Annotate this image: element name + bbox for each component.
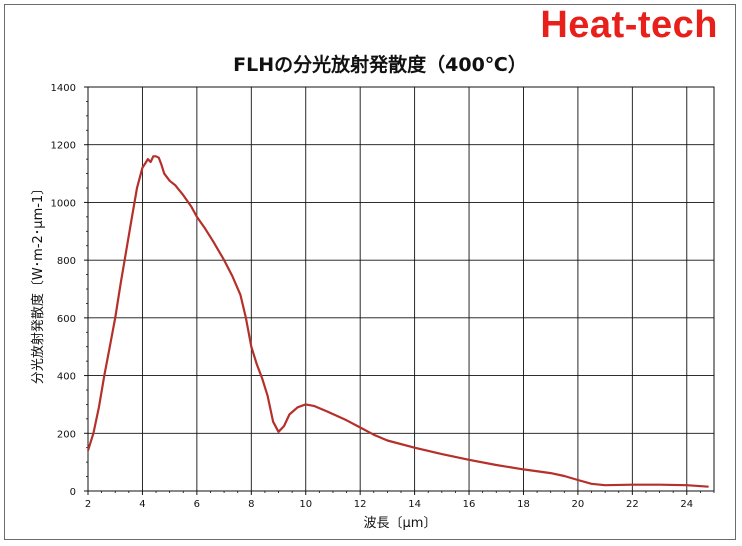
- x-tick-label: 16: [463, 499, 476, 510]
- x-tick-label: 18: [517, 499, 530, 510]
- y-tick-label: 800: [57, 256, 76, 267]
- y-axis-label: 分光放射発散度〔W･m-2･μm-1〕: [30, 182, 46, 384]
- x-axis-label: 波長〔μm〕: [364, 516, 437, 531]
- x-tick-label: 22: [626, 499, 639, 510]
- y-tick-label: 600: [57, 314, 76, 325]
- plot-area: [87, 86, 715, 492]
- x-tick-label: 12: [354, 499, 367, 510]
- x-tick-label: 8: [248, 499, 254, 510]
- chart-frame: [4, 4, 736, 540]
- y-tick-label: 1000: [51, 198, 76, 209]
- y-tick-label: 400: [57, 372, 76, 383]
- x-tick-label: 4: [139, 499, 145, 510]
- y-tick-label: 200: [57, 429, 76, 440]
- x-tick-label: 2: [85, 499, 91, 510]
- x-axis-ticks: 2 4 6 8 10 12 14 16 18 20 22 24: [85, 491, 715, 510]
- grid-lines: [88, 87, 714, 491]
- y-axis-ticks: 0 200 400 600 800 1000 1200 1400: [51, 83, 88, 498]
- y-tick-label: 1400: [51, 83, 76, 94]
- x-tick-label: 24: [680, 499, 693, 510]
- x-tick-label: 20: [572, 499, 585, 510]
- x-tick-label: 10: [299, 499, 312, 510]
- y-tick-label: 0: [70, 487, 76, 498]
- x-tick-label: 14: [408, 499, 421, 510]
- chart-title: FLHの分光放射発散度（400℃）: [233, 53, 527, 76]
- y-tick-label: 1200: [51, 141, 76, 152]
- x-tick-label: 6: [194, 499, 200, 510]
- series-line: [86, 155, 709, 488]
- brand-logo: Heat-tech: [540, 4, 718, 46]
